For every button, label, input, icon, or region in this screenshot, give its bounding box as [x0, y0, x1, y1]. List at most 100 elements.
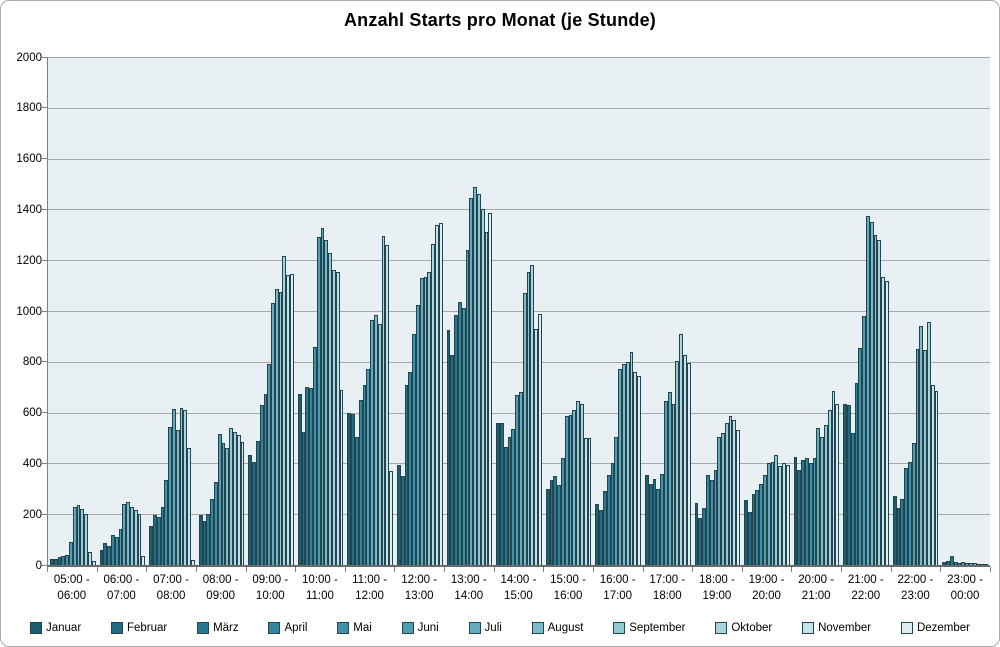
bar-group-10:00 [296, 57, 346, 565]
bar-Oktober-18:00 [728, 416, 733, 565]
bar-April-13:00 [458, 302, 462, 565]
y-tick [42, 310, 47, 312]
bar-Dezember-20:00 [835, 403, 840, 565]
bar-März-07:00 [156, 516, 161, 565]
legend-item-Juni: Juni [401, 622, 439, 634]
bar-Oktober-13:00 [480, 209, 485, 565]
bar-April-08:00 [210, 498, 214, 565]
bar-Februar-14:00 [500, 422, 504, 565]
bar-Dezember-09:00 [290, 274, 294, 565]
bar-Oktober-17:00 [679, 333, 683, 565]
bar-Juni-17:00 [663, 401, 668, 565]
bar-Februar-09:00 [252, 462, 256, 565]
bar-Juli-09:00 [271, 303, 275, 565]
legend-item-Februar: Februar [110, 622, 167, 634]
bar-Dezember-07:00 [190, 559, 195, 565]
bar-August-19:00 [770, 462, 775, 565]
bar-Februar-20:00 [797, 469, 802, 565]
bar-Februar-23:00 [946, 561, 950, 565]
bar-group-19:00 [742, 57, 792, 565]
gridline-1000 [48, 311, 990, 312]
x-axis-label: 17:00 - 18:00 [649, 574, 686, 602]
bar-August-16:00 [621, 364, 626, 565]
bar-September-17:00 [675, 360, 680, 565]
legend-item-Juli: Juli [468, 622, 502, 634]
x-tick [741, 567, 743, 572]
bar-Februar-19:00 [747, 511, 752, 565]
bar-group-15:00 [544, 57, 594, 565]
legend-swatch-Mai [337, 622, 350, 634]
bar-Mai-22:00 [908, 462, 912, 565]
bar-April-22:00 [904, 468, 909, 565]
legend-swatch-Februar [110, 622, 123, 634]
bar-September-14:00 [526, 271, 531, 565]
bar-Juli-16:00 [618, 369, 622, 565]
bar-Januar-22:00 [892, 496, 897, 565]
bar-Mai-13:00 [461, 308, 466, 565]
gridline-2000 [48, 57, 990, 58]
bar-März-18:00 [702, 507, 706, 565]
bar-Januar-09:00 [248, 454, 253, 565]
bar-group-05:00 [48, 57, 98, 565]
bar-Dezember-13:00 [488, 213, 493, 565]
legend-item-April: April [268, 622, 307, 634]
bar-November-06:00 [137, 514, 142, 565]
bar-Dezember-19:00 [785, 464, 790, 565]
bar-Juni-18:00 [713, 469, 718, 565]
bar-September-22:00 [923, 350, 927, 565]
bar-September-09:00 [278, 291, 283, 565]
legend-item-Mai: Mai [337, 622, 372, 634]
gridline-1800 [48, 107, 990, 109]
bar-April-09:00 [259, 404, 264, 565]
x-tick [543, 567, 545, 572]
bar-Januar-20:00 [793, 457, 798, 565]
bar-März-14:00 [503, 446, 508, 565]
y-tick [42, 361, 47, 363]
bar-Januar-19:00 [744, 500, 748, 565]
bar-Juli-15:00 [568, 415, 573, 565]
bar-November-10:00 [335, 271, 340, 565]
x-axis-label: 08:00 - 09:00 [202, 574, 239, 602]
bar-group-23:00 [940, 57, 990, 565]
bar-Mai-14:00 [511, 429, 516, 565]
bar-September-20:00 [824, 425, 828, 565]
x-tick [394, 567, 396, 572]
bar-November-16:00 [633, 371, 638, 565]
bar-Februar-17:00 [648, 483, 653, 565]
bar-September-05:00 [80, 509, 85, 565]
bar-Dezember-14:00 [537, 313, 542, 565]
y-axis-labels: 0 200 400 600 800 1000 1200 1400 1600 1800 2000 [0, 52, 42, 572]
y-axis-label-1600: 1600 [16, 153, 42, 166]
bar-Juni-16:00 [614, 436, 619, 565]
bar-März-13:00 [454, 314, 459, 565]
bar-August-12:00 [423, 276, 428, 565]
bar-Mai-15:00 [560, 458, 565, 565]
bar-März-06:00 [107, 545, 111, 565]
x-axis-ticks [47, 567, 991, 572]
bar-Juni-14:00 [515, 394, 519, 565]
bar-Juni-09:00 [267, 364, 272, 565]
bar-Januar-10:00 [297, 393, 302, 565]
bar-November-08:00 [236, 435, 241, 565]
x-tick [791, 567, 793, 572]
x-axis-label: 19:00 - 20:00 [748, 574, 785, 602]
bar-Februar-15:00 [549, 479, 554, 565]
bar-Januar-13:00 [446, 330, 451, 565]
x-tick [493, 567, 495, 572]
bar-Juli-19:00 [766, 463, 771, 565]
bar-November-12:00 [435, 224, 439, 565]
y-axis-label-400: 400 [22, 457, 42, 470]
bar-Juni-08:00 [217, 434, 222, 565]
bar-Juni-07:00 [168, 426, 172, 565]
bar-Mai-18:00 [709, 479, 714, 565]
bar-Juni-23:00 [961, 562, 966, 565]
legend-label: Oktober [731, 622, 773, 634]
bar-Oktober-20:00 [827, 410, 832, 565]
bar-Juli-08:00 [221, 443, 226, 565]
bar-Mai-07:00 [164, 479, 169, 565]
legend-label: April [284, 622, 308, 634]
bar-August-18:00 [721, 432, 725, 565]
legend-label: Dezember [916, 622, 970, 634]
bar-Juni-15:00 [564, 416, 569, 565]
bar-August-05:00 [76, 505, 81, 565]
